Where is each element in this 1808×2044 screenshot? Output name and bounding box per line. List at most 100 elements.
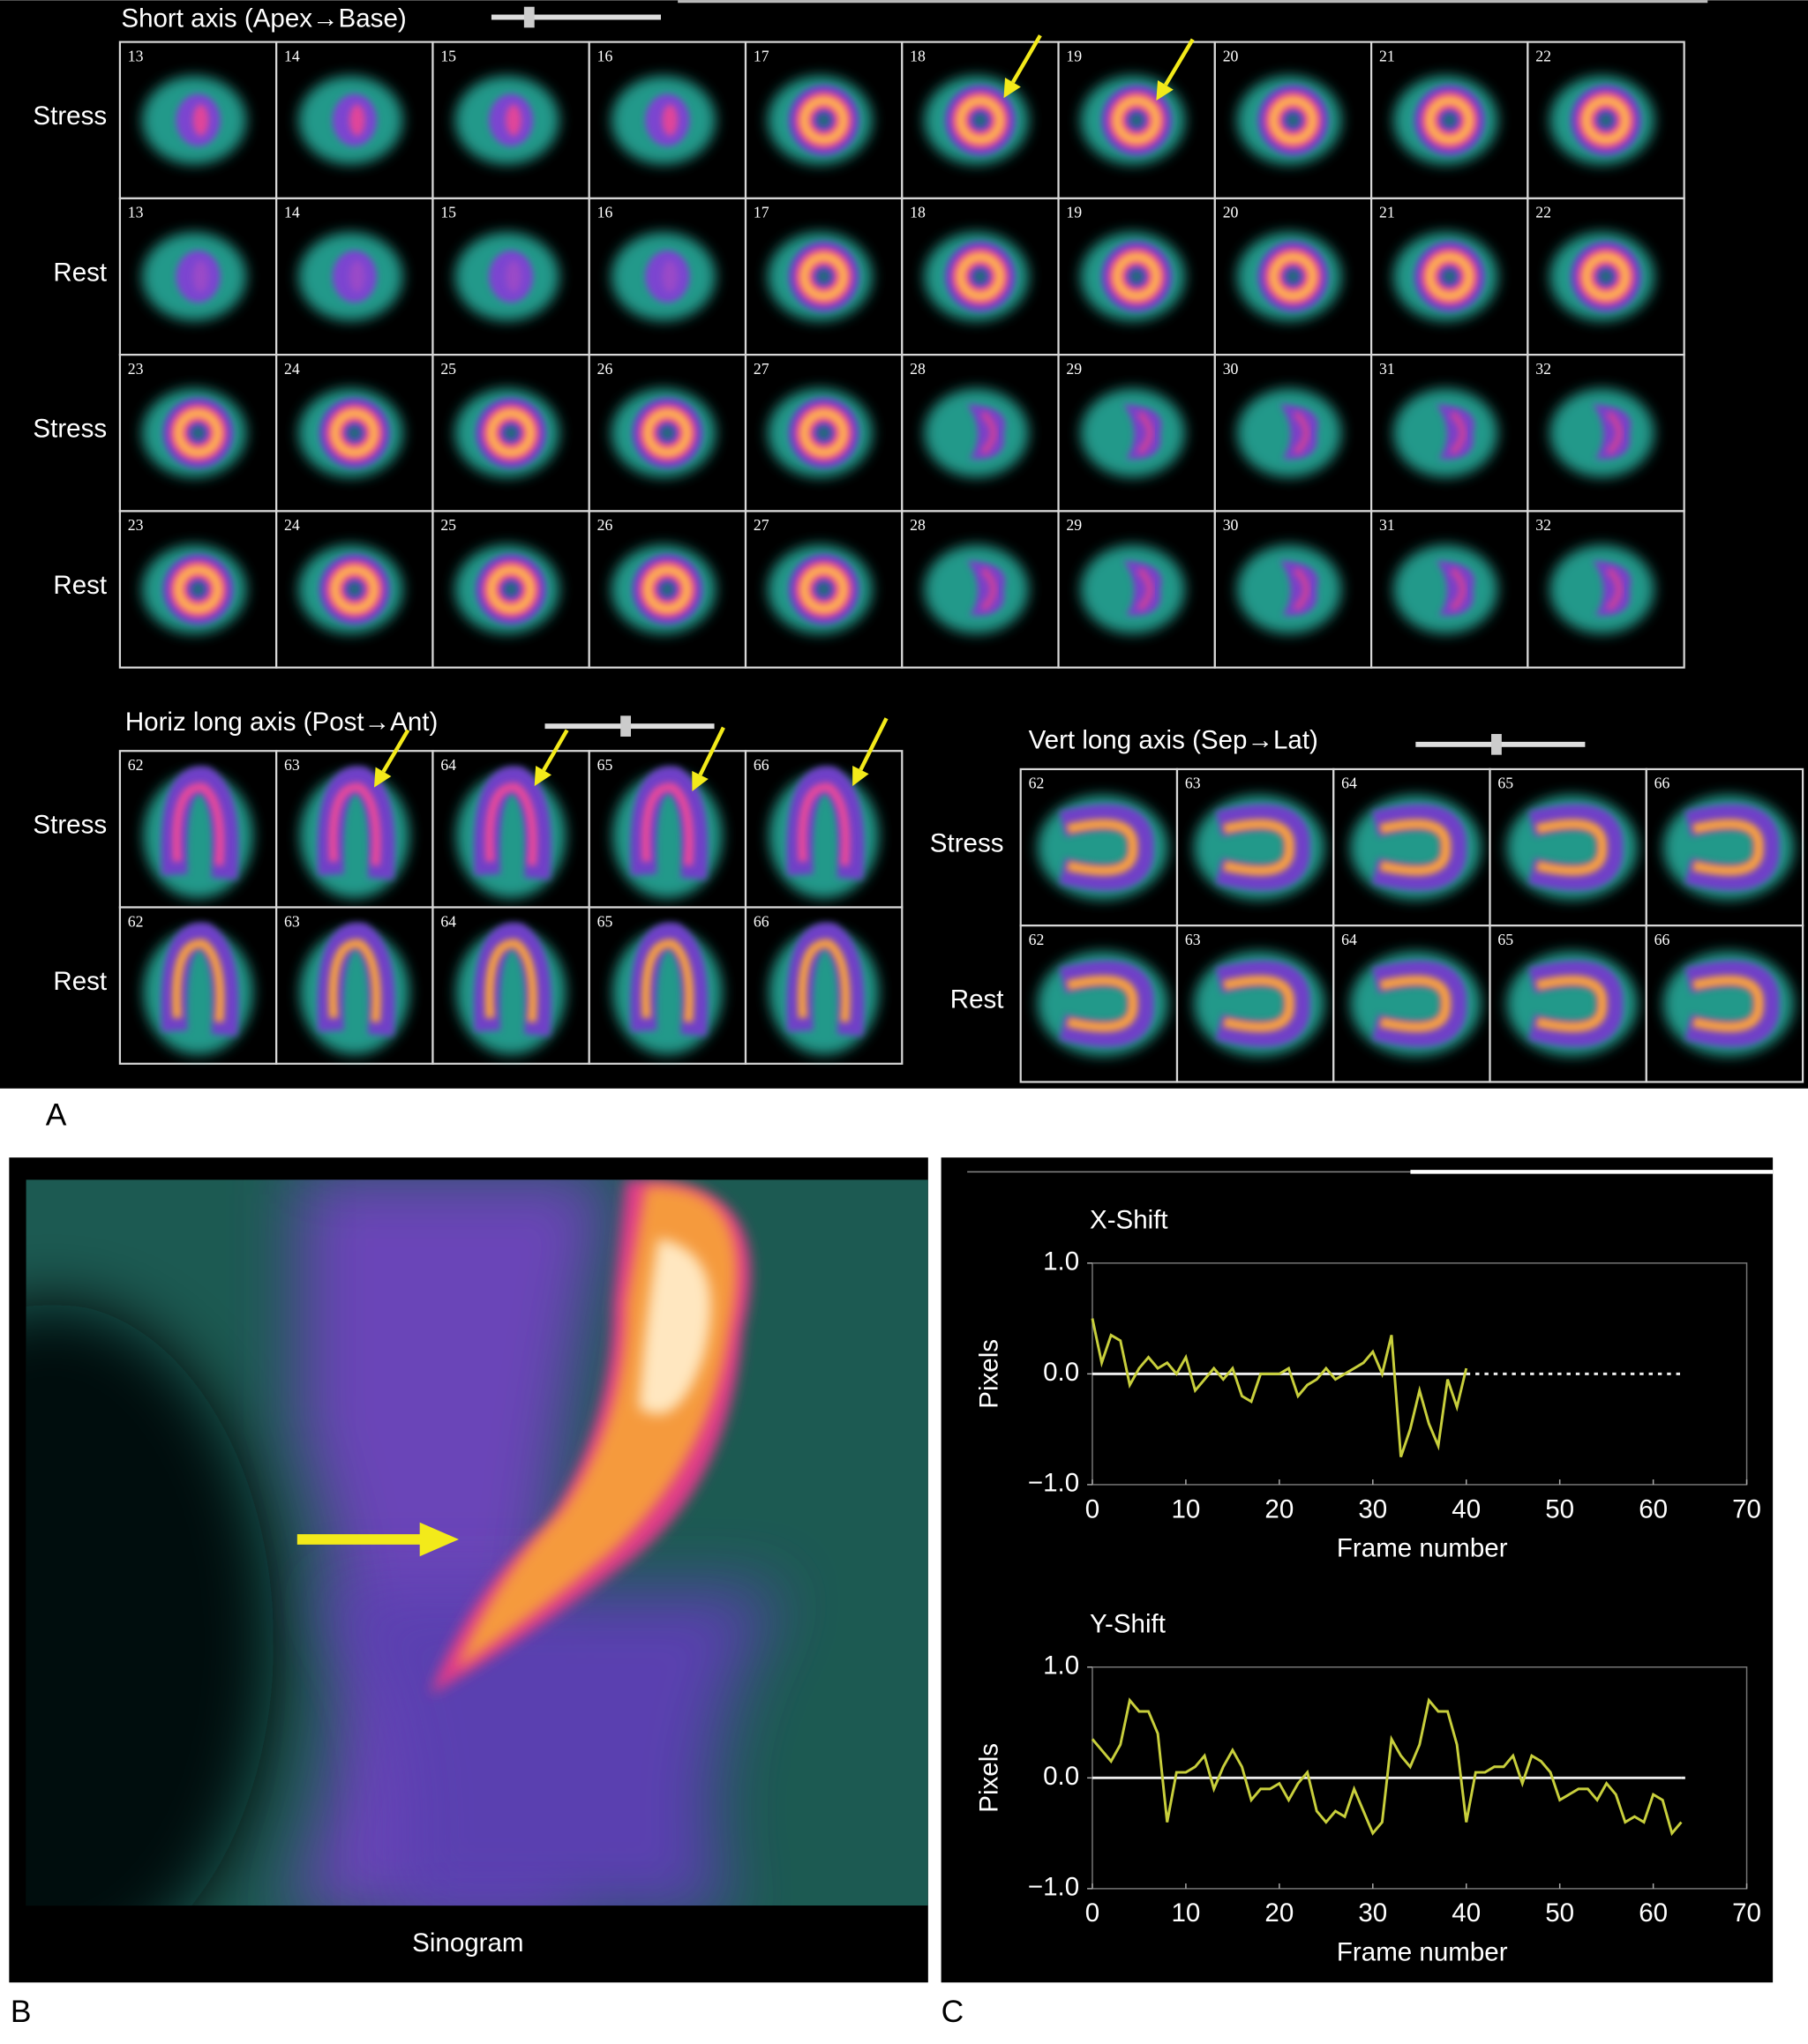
arrow xyxy=(1164,38,1195,86)
arrow xyxy=(534,766,552,787)
tissue xyxy=(1371,804,1467,891)
image-cell: 30 xyxy=(1213,510,1373,669)
tissue xyxy=(1269,252,1317,301)
image-grid: Stress 13 14 15 16 17 18 19 20 21 22 Rest 13 14 15 16 17… xyxy=(33,41,1804,1083)
tissue xyxy=(641,782,694,866)
image-cell: 62 xyxy=(118,750,278,909)
tissue xyxy=(191,582,205,596)
tissue xyxy=(486,565,536,614)
arrow xyxy=(1003,78,1021,99)
tissue xyxy=(1393,388,1498,477)
arrow xyxy=(852,765,869,787)
frame-number: 24 xyxy=(284,516,300,534)
image-cell: 31 xyxy=(1370,354,1529,513)
tissue xyxy=(349,260,365,293)
tissue xyxy=(967,404,1006,460)
tissue xyxy=(1581,95,1631,145)
slider xyxy=(544,715,715,737)
tissue xyxy=(1684,804,1780,891)
image-cell: 66 xyxy=(744,750,904,909)
tissue xyxy=(967,560,1006,616)
frame-number: 22 xyxy=(1535,204,1551,221)
frame-number: 15 xyxy=(440,47,456,64)
frame-number: 14 xyxy=(284,204,300,221)
image-cell: 64 xyxy=(1332,767,1491,927)
x-tick-label: 60 xyxy=(1639,1494,1668,1524)
frame-number: 31 xyxy=(1379,516,1395,534)
tissue xyxy=(171,782,225,866)
chart-title: X-Shift xyxy=(1090,1205,1168,1234)
frame-number: 64 xyxy=(1341,775,1357,792)
frame-number: 65 xyxy=(1497,931,1513,948)
row-label: Stress xyxy=(33,101,107,131)
frame-number: 66 xyxy=(754,756,769,774)
tissue xyxy=(980,410,997,455)
row-label: Rest xyxy=(53,571,107,600)
image-cell: 22 xyxy=(1527,41,1685,199)
frame-number: 65 xyxy=(1497,775,1513,792)
tissue xyxy=(171,939,225,1022)
image-cell: 17 xyxy=(744,41,904,199)
row-label: Rest xyxy=(53,258,107,287)
image-cell: 64 xyxy=(431,750,590,909)
horiz-title: Horiz long axis (Post→Ant) xyxy=(125,708,439,737)
tissue xyxy=(1059,960,1154,1047)
sinogram-image xyxy=(26,1179,928,1906)
y-tick-label: −1.0 xyxy=(1028,1873,1079,1902)
image-cell: 14 xyxy=(275,197,434,356)
image-cell: 65 xyxy=(588,750,747,909)
image-cell: 64 xyxy=(431,906,590,1065)
frame-number: 19 xyxy=(1066,47,1082,64)
charts: X-Shift Frame number Pixels 0 10 20 30 40 50 60 70… xyxy=(975,1205,1761,1966)
frame-number: 21 xyxy=(1379,47,1395,64)
frame-number: 64 xyxy=(440,756,456,774)
image-cell: 20 xyxy=(1213,197,1373,356)
tissue xyxy=(817,113,831,127)
image-cell: 16 xyxy=(588,197,747,356)
tissue xyxy=(1371,960,1467,1047)
image-cell: 21 xyxy=(1370,197,1529,356)
x-tick-label: 50 xyxy=(1545,1898,1574,1928)
tissue xyxy=(484,782,538,866)
tissue xyxy=(348,426,362,440)
vert-title: Vert long axis (Sep→Lat) xyxy=(1029,726,1318,755)
data-line xyxy=(1091,1697,1683,1837)
tissue xyxy=(973,113,987,127)
x-tick-label: 0 xyxy=(1085,1494,1099,1524)
frame-number: 26 xyxy=(597,516,613,534)
y-tick-label: 0.0 xyxy=(1043,1358,1079,1387)
tissue xyxy=(1443,270,1457,283)
image-cell: 26 xyxy=(588,510,747,669)
tissue xyxy=(662,104,679,136)
image-cell: 63 xyxy=(275,906,434,1065)
frame-number: 16 xyxy=(597,47,613,64)
tissue xyxy=(1066,819,1138,876)
arrow xyxy=(296,1522,460,1557)
frame-number: 63 xyxy=(1185,775,1201,792)
tissue xyxy=(174,565,222,614)
y-tick-label: 1.0 xyxy=(1043,1247,1079,1277)
tissue xyxy=(1425,95,1474,145)
frame-number: 66 xyxy=(754,912,769,930)
tissue xyxy=(799,252,848,301)
arrow xyxy=(692,770,709,792)
tissue xyxy=(1436,404,1475,460)
tissue xyxy=(1112,252,1161,301)
tissue xyxy=(1379,975,1452,1032)
row-label: Stress xyxy=(930,828,1004,857)
frame-number: 63 xyxy=(1185,931,1201,948)
tissue xyxy=(330,565,379,614)
image-cell: 13 xyxy=(118,41,278,199)
image-cell: 31 xyxy=(1370,510,1529,669)
tissue xyxy=(1684,960,1780,1047)
tissue xyxy=(1379,819,1452,876)
tissue xyxy=(191,426,205,440)
image-cell: 27 xyxy=(744,354,904,513)
image-cell: 28 xyxy=(901,510,1060,669)
tissue xyxy=(1279,404,1318,460)
y-axis-label: Pixels xyxy=(975,1339,1004,1409)
image-cell: 18 xyxy=(901,41,1060,199)
frame-number: 30 xyxy=(1223,360,1239,378)
image-cell: 19 xyxy=(1057,197,1216,356)
